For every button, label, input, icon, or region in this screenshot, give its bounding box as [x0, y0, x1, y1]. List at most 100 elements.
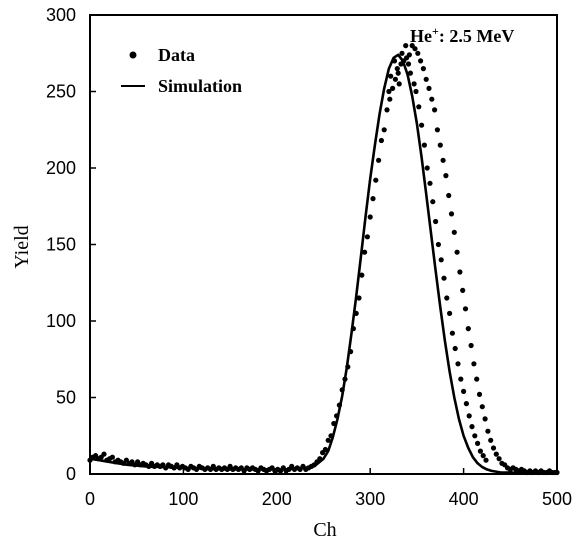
data-point — [438, 257, 444, 263]
data-point — [488, 437, 494, 443]
data-point — [480, 453, 486, 459]
simulation-line — [89, 53, 557, 475]
data-point — [412, 46, 418, 52]
y-axis-title: Yield — [11, 225, 33, 268]
data-point — [432, 107, 438, 113]
y-tick-label: 50 — [56, 388, 76, 408]
data-point — [367, 214, 373, 220]
data-point — [427, 180, 433, 186]
annotation-base: He — [410, 26, 432, 46]
data-point — [430, 199, 436, 205]
data-point — [466, 413, 472, 419]
data-point — [392, 76, 398, 82]
data-point — [460, 287, 466, 293]
data-point — [448, 211, 455, 217]
data-point — [396, 81, 402, 87]
annotation-rest: : 2.5 MeV — [439, 26, 514, 46]
data-point — [384, 107, 390, 113]
data-point — [420, 66, 426, 72]
data-point — [376, 157, 382, 163]
data-point — [413, 88, 419, 95]
annotation-text: He+: 2.5 MeV — [410, 24, 514, 46]
data-point — [386, 88, 392, 95]
data-point — [407, 70, 413, 76]
data-point — [476, 391, 483, 397]
data-point — [423, 76, 429, 82]
data-point — [395, 70, 401, 76]
data-point — [325, 437, 331, 443]
data-point — [468, 342, 474, 349]
data-point — [359, 272, 365, 278]
data-point — [475, 440, 481, 446]
data-point — [447, 310, 453, 316]
data-point — [455, 361, 461, 367]
data-point — [434, 127, 440, 133]
x-tick-label: 300 — [355, 489, 385, 509]
data-point — [444, 295, 450, 301]
data-point — [356, 295, 362, 301]
data-point — [493, 451, 499, 457]
data-point — [452, 345, 458, 352]
data-point — [451, 229, 457, 235]
y-tick-label: 200 — [46, 158, 76, 178]
data-point — [446, 192, 452, 199]
data-point — [462, 306, 469, 312]
data-point — [440, 157, 446, 163]
data-point — [419, 122, 425, 128]
data-point — [457, 269, 463, 275]
data-point — [458, 376, 464, 382]
data-point — [378, 137, 384, 144]
simulation-series — [89, 53, 557, 475]
data-point — [469, 424, 475, 430]
data-point — [403, 43, 409, 49]
data-point — [483, 457, 489, 463]
data-point — [449, 330, 455, 336]
y-tick-label: 0 — [66, 464, 76, 484]
data-point — [109, 454, 115, 460]
data-point — [381, 127, 387, 133]
legend: Data Simulation — [121, 45, 242, 96]
data-series — [87, 43, 560, 476]
data-point — [490, 445, 497, 451]
data-point — [496, 456, 502, 462]
data-point — [362, 249, 368, 255]
x-tick-label: 200 — [262, 489, 292, 509]
data-point — [471, 361, 477, 367]
annotation-superscript: + — [432, 24, 439, 38]
data-point — [482, 416, 488, 422]
data-point — [421, 142, 427, 148]
legend-data-label: Data — [158, 45, 195, 65]
data-point — [437, 142, 443, 148]
data-point — [479, 404, 485, 410]
y-tick-label: 300 — [46, 5, 76, 25]
data-point — [405, 61, 412, 67]
data-point — [433, 218, 439, 225]
data-point — [415, 50, 421, 56]
axes: 0 100 200 300 400 500 0 50 100 150 200 250 300 — [46, 5, 572, 509]
data-point — [373, 177, 379, 183]
data-point — [364, 234, 370, 240]
x-axis-title: Ch — [313, 519, 336, 541]
data-point — [416, 104, 422, 110]
data-point — [388, 73, 394, 79]
data-point — [485, 428, 491, 434]
data-point — [443, 173, 449, 179]
x-tick-label: 500 — [542, 489, 572, 509]
data-point — [406, 52, 412, 58]
x-tick-label: 100 — [168, 489, 198, 509]
data-point — [477, 448, 483, 454]
data-point — [101, 451, 107, 457]
data-point — [461, 388, 467, 394]
data-point — [370, 196, 376, 202]
data-point — [399, 50, 405, 56]
data-point — [411, 81, 417, 87]
data-point — [424, 165, 430, 171]
data-point — [390, 85, 396, 91]
data-point — [387, 96, 393, 102]
data-point — [454, 249, 460, 255]
data-point — [394, 66, 400, 72]
x-tick-label: 0 — [85, 489, 95, 509]
y-tick-label: 150 — [46, 235, 76, 255]
